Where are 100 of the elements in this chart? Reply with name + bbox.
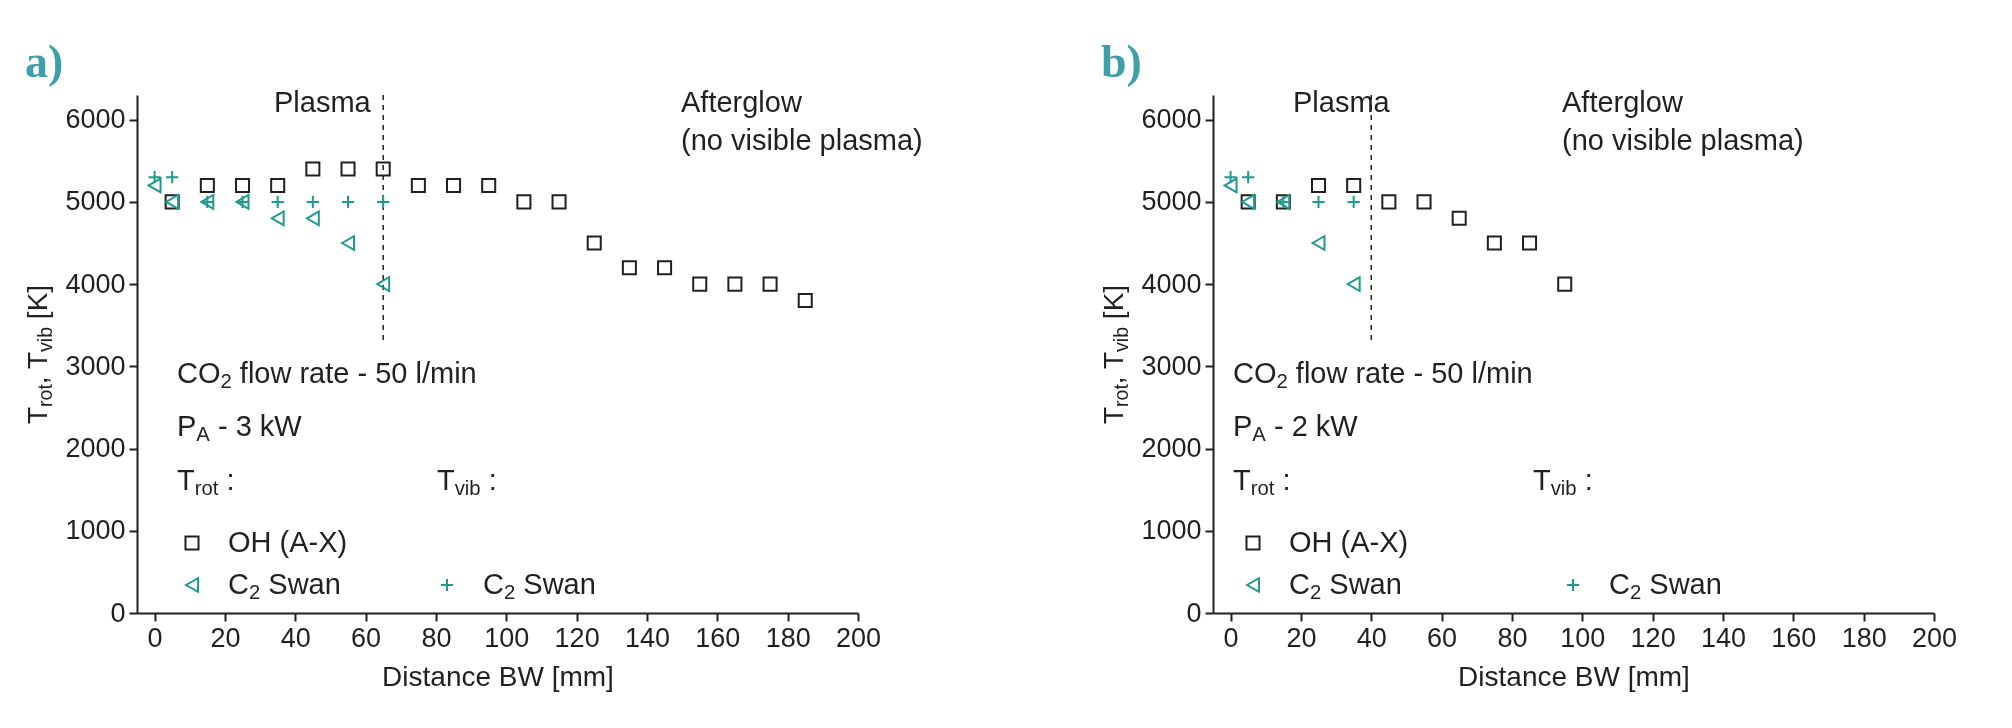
point: [410, 177, 426, 193]
x-tick-label: 160: [695, 622, 741, 653]
point: [305, 210, 320, 227]
point: [199, 177, 215, 193]
x-tick-label: 100: [484, 622, 530, 653]
point: [551, 194, 567, 210]
point: [1451, 210, 1467, 226]
y-tick-label: 6000: [65, 104, 126, 135]
annotation: P$_{A}$ - 2 kW: [1233, 410, 1359, 445]
y-tick-label: 2000: [65, 433, 126, 464]
y-tick-label: 2000: [1141, 433, 1202, 464]
annotation: T$_{rot}$ :: [177, 464, 235, 499]
legend-label: OH (A-X): [228, 526, 348, 558]
point: [1310, 177, 1327, 193]
x-tick-label: 180: [1841, 622, 1887, 653]
y-tick-label: 3000: [1141, 350, 1202, 381]
x-tick-label: 40: [280, 622, 311, 653]
annotation: Plasma: [1293, 86, 1391, 118]
x-tick-label: 80: [421, 622, 452, 653]
point: [147, 177, 162, 194]
y-tick-label: 6000: [1141, 104, 1202, 135]
point: [340, 161, 356, 177]
x-axis-title: Distance BW [mm]: [382, 660, 614, 692]
legend-label: OH (A-X): [1289, 526, 1409, 558]
annotation: (no visible plasma): [681, 124, 923, 156]
point: [270, 194, 285, 210]
point: [657, 260, 673, 276]
y-tick-label: 1000: [1141, 515, 1202, 546]
point: [1346, 177, 1362, 193]
x-tick-label: 200: [1911, 622, 1958, 653]
x-tick-label: 120: [1630, 622, 1676, 653]
chart-title: a): [24, 36, 64, 87]
y-tick-label: 1000: [65, 515, 126, 546]
point: [1311, 235, 1326, 251]
annotation: P$_{A}$ - 3 kW: [177, 410, 303, 445]
point: [1311, 194, 1326, 210]
y-tick-label: 4000: [1141, 268, 1202, 299]
x-tick-label: 20: [210, 622, 241, 653]
y-tick-label: 5000: [65, 186, 126, 217]
point: [1223, 170, 1238, 185]
x-tick-label: 140: [1700, 622, 1747, 653]
point: [147, 170, 162, 185]
annotation: Afterglow: [681, 86, 803, 118]
point: [446, 177, 462, 193]
x-axis-title: Distance BW [mm]: [1458, 660, 1690, 692]
point: [586, 235, 602, 251]
annotation: T$_{vib}$ :: [437, 464, 497, 499]
x-tick-label: 60: [351, 622, 382, 653]
y-tick-label: 0: [1186, 597, 1202, 628]
x-tick-label: 160: [1771, 622, 1817, 653]
annotation: T$_{rot}$ :: [1233, 464, 1291, 499]
chart-title: b): [1100, 36, 1142, 87]
point: [797, 293, 813, 309]
legend-label: C$_{2}$ Swan: [483, 568, 596, 603]
x-tick-label: 200: [835, 622, 882, 653]
point: [305, 161, 321, 177]
point: [1557, 276, 1573, 292]
x-tick-label: 40: [1356, 622, 1387, 653]
point: [270, 177, 286, 193]
point: [375, 161, 391, 177]
point: [1241, 170, 1256, 185]
point: [1416, 194, 1432, 210]
y-tick-label: 0: [110, 597, 126, 628]
point: [165, 170, 180, 185]
legend-label: C$_{2}$ Swan: [228, 568, 341, 603]
point: [270, 210, 285, 227]
point: [1346, 276, 1361, 292]
legend-label: C$_{2}$ Swan: [1609, 568, 1722, 603]
x-tick-label: 80: [1497, 622, 1528, 653]
point: [516, 194, 532, 210]
point: [376, 194, 391, 210]
annotation: Afterglow: [1562, 86, 1684, 118]
x-tick-label: 20: [1286, 622, 1317, 653]
point: [621, 260, 637, 276]
point: [762, 276, 778, 292]
point: [481, 177, 497, 193]
x-tick-label: 140: [624, 622, 671, 653]
x-tick-label: 0: [147, 622, 163, 653]
point: [727, 276, 743, 292]
point: [234, 177, 251, 193]
legend-label: C$_{2}$ Swan: [1289, 568, 1402, 603]
point: [1522, 235, 1538, 251]
annotation: Plasma: [274, 86, 372, 118]
point: [1346, 194, 1361, 210]
annotation: CO$_{2}$ flow rate - 50 l/min: [1233, 357, 1533, 392]
x-tick-label: 0: [1223, 622, 1239, 653]
point: [340, 194, 356, 210]
y-tick-label: 5000: [1141, 186, 1202, 217]
annotation: T$_{vib}$ :: [1533, 464, 1593, 499]
point: [1486, 235, 1502, 251]
x-tick-label: 120: [554, 622, 600, 653]
x-tick-label: 180: [765, 622, 811, 653]
point: [341, 235, 355, 251]
x-tick-label: 100: [1560, 622, 1606, 653]
y-tick-label: 3000: [65, 350, 126, 381]
x-tick-label: 60: [1427, 622, 1458, 653]
point: [376, 276, 391, 292]
annotation: CO$_{2}$ flow rate - 50 l/min: [177, 357, 477, 392]
point: [305, 194, 320, 210]
y-tick-label: 4000: [65, 268, 126, 299]
